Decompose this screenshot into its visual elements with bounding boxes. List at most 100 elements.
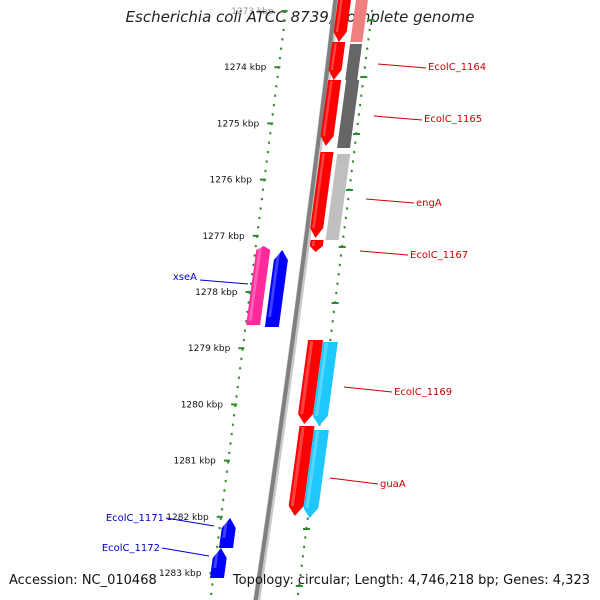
genome-backbone	[253, 0, 340, 600]
gene-arrow-cyan-shine	[314, 343, 329, 416]
gene-label[interactable]: engA	[416, 198, 442, 209]
tick-dot	[218, 526, 221, 530]
gene-label[interactable]: guaA	[380, 479, 406, 490]
tick-dot	[281, 37, 284, 41]
gene-arrow-pink[interactable]	[350, 0, 368, 42]
gene-arrow-blue-shine	[268, 251, 281, 317]
gene-label[interactable]: EcolC_1165	[424, 114, 482, 125]
tick-dot	[223, 489, 226, 492]
tick-dot	[278, 56, 282, 60]
tick-dot	[351, 160, 355, 163]
accession-text: Accession: NC_010468	[9, 573, 157, 588]
gene-arrow-magenta-shine	[248, 247, 262, 321]
gene-arrow-blue[interactable]	[209, 548, 227, 578]
tick-dot	[271, 113, 274, 116]
leader-line	[359, 250, 409, 256]
gene-arrow-red[interactable]	[328, 42, 346, 80]
tick-dot	[354, 141, 357, 145]
leader-line	[329, 477, 379, 485]
tick-dot	[301, 554, 305, 558]
tick-dot	[337, 272, 340, 276]
tick-dot	[350, 169, 353, 173]
tick-dot	[232, 413, 236, 417]
tick-dot	[368, 28, 371, 32]
gene-arrow-red[interactable]	[333, 0, 352, 42]
tick-dot	[259, 207, 262, 210]
tick-dot	[219, 517, 223, 521]
tick-dot	[272, 103, 276, 107]
tick-dot	[276, 75, 279, 79]
tick-dot	[269, 131, 272, 135]
tick-dot	[344, 216, 348, 220]
gene-arrow-magenta[interactable]	[246, 246, 271, 325]
gene-label[interactable]: EcolC_1164	[428, 62, 486, 73]
gene-label[interactable]: EcolC_1171	[106, 513, 164, 524]
tick-dot	[361, 84, 364, 88]
gene-arrow-red[interactable]	[298, 340, 324, 424]
tick-dot	[365, 47, 369, 51]
gene-arrow-red[interactable]	[288, 426, 315, 516]
tick-dot	[258, 216, 261, 220]
tick-dot	[252, 263, 255, 267]
tick-dot	[211, 583, 214, 586]
tick-dot	[240, 357, 243, 361]
tick-dot	[249, 282, 253, 286]
gene-arrow-cyan[interactable]	[303, 430, 329, 518]
tick-dot	[346, 197, 350, 201]
leader-line	[377, 63, 427, 69]
kbp-tick-label: 1280 kbp	[181, 400, 224, 410]
tick-dot	[215, 545, 219, 549]
gene-arrow-red-shine	[300, 341, 314, 414]
tick-dot	[230, 432, 233, 436]
gene-arrow-blue[interactable]	[219, 518, 236, 548]
gene-arrow-red[interactable]	[310, 152, 334, 238]
gene-arrow-gray[interactable]	[345, 44, 363, 80]
tick-dot	[247, 301, 250, 304]
tick-dot	[330, 329, 333, 333]
gene-label[interactable]: EcolC_1169	[394, 387, 452, 398]
tick-dot	[356, 122, 359, 126]
tick-dot	[225, 470, 229, 474]
tick-dot	[343, 225, 346, 229]
gene-features	[209, 0, 368, 578]
kbp-tick-label: 1281 kbp	[173, 457, 216, 467]
kbp-tick-label: 1279 kbp	[188, 344, 231, 354]
tick-dot	[267, 141, 271, 145]
tick-dot	[332, 310, 336, 314]
gene-arrow-gray[interactable]	[337, 80, 360, 148]
gene-arrow-blue[interactable]	[264, 250, 288, 327]
tick-dot	[265, 160, 268, 163]
tick-dot	[222, 498, 225, 502]
tick-dot	[266, 150, 270, 154]
tick-dot	[360, 94, 363, 98]
tick-dot	[304, 536, 307, 539]
tick-dot	[244, 319, 248, 323]
tick-dot	[238, 366, 242, 370]
gene-label[interactable]: EcolC_1172	[102, 543, 160, 554]
gene-arrow-red[interactable]	[320, 80, 342, 146]
tick-dot	[246, 310, 249, 314]
tick-dot	[264, 169, 267, 173]
leader-line	[161, 547, 210, 557]
tick-dot	[358, 103, 362, 107]
tick-dot	[243, 329, 247, 333]
tick-dot	[261, 188, 265, 192]
gene-arrow-red-shine	[335, 0, 343, 32]
gene-label[interactable]: EcolC_1167	[410, 250, 468, 261]
gene-arrow-cyan[interactable]	[312, 342, 338, 426]
outer-tick-row: 1273 kbp 1274 kbp 1275 kbp 1276 kbp 1277 kbp…	[159, 7, 288, 596]
kbp-tick-label: 1277 kbp	[202, 232, 245, 242]
genome-summary-text: Topology: circular; Length: 4,746,218 bp…	[232, 573, 590, 588]
leader-line	[165, 517, 215, 527]
gene-labels: EcolC_1164 EcolC_1165 engA EcolC_1167 EcolC_…	[102, 62, 486, 557]
tick-dot	[235, 395, 238, 398]
gene-arrow-gray[interactable]	[325, 154, 351, 240]
gene-arrow-red-shine	[312, 153, 326, 228]
leader-line	[343, 386, 393, 393]
gene-arrow-red[interactable]	[309, 240, 324, 252]
tick-dot	[242, 338, 245, 342]
tick-dot	[363, 66, 367, 69]
tick-dot	[237, 376, 241, 380]
gene-label[interactable]: xseA	[173, 272, 197, 283]
tick-dot	[209, 592, 213, 596]
